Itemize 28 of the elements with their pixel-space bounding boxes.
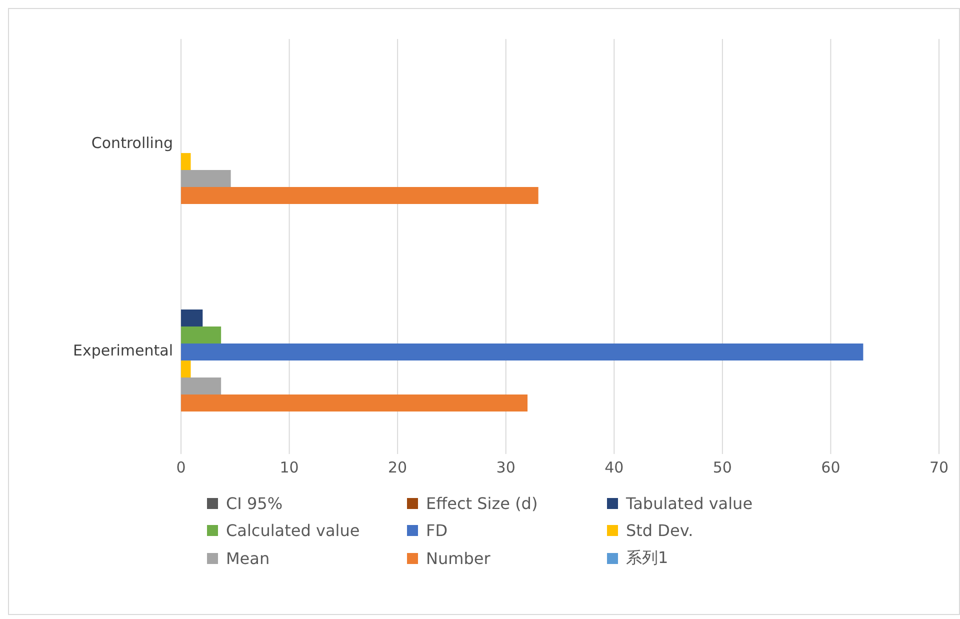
bar [181,344,864,361]
bar [181,378,222,395]
legend-label: Calculated value [226,521,360,540]
legend-label: CI 95% [226,494,283,513]
y-tick-label: Experimental [72,342,173,360]
bar [181,170,231,188]
legend-label: Number [426,549,490,568]
x-tick-label: 20 [388,458,408,477]
bar [181,326,222,344]
legend-label: Tabulated value [626,494,753,513]
legend-label: 系列1 [626,548,668,569]
bar [181,360,191,378]
y-tick-label: Controlling [91,134,173,152]
x-tick-label: 60 [821,458,840,477]
x-tick-label: 30 [496,458,516,477]
x-tick-label: 70 [929,458,949,477]
bar [181,187,538,204]
x-tick-label: 10 [280,458,299,477]
legend-label: Effect Size (d) [426,494,538,513]
bar [181,153,191,170]
x-tick-label: 40 [604,458,624,477]
x-tick-label: 0 [176,458,186,477]
bar [181,394,528,412]
legend-label: FD [426,521,448,540]
x-tick-label: 50 [712,458,732,477]
legend-label: Std Dev. [626,521,694,540]
bar [181,310,203,327]
legend-label: Mean [226,549,270,568]
